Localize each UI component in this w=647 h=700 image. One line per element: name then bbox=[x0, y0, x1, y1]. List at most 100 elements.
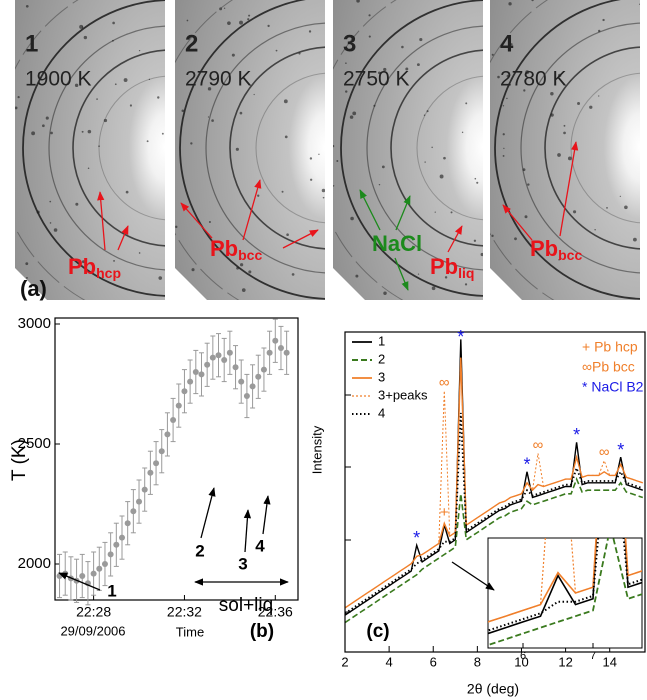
speckle bbox=[506, 97, 508, 100]
inset-x-tick-label: 6 bbox=[520, 650, 526, 662]
data-point bbox=[181, 388, 188, 395]
speckle bbox=[157, 96, 160, 99]
speckle bbox=[308, 30, 312, 33]
peak-marker: * bbox=[617, 440, 624, 460]
image-number: 4 bbox=[500, 30, 514, 57]
diffraction-ring bbox=[255, 72, 325, 224]
speckle bbox=[476, 181, 479, 184]
panel-label: (c) bbox=[366, 621, 389, 642]
speckle bbox=[383, 67, 387, 72]
speckle bbox=[239, 263, 244, 267]
speckle bbox=[74, 83, 79, 88]
speckle bbox=[431, 146, 433, 149]
speckle bbox=[527, 183, 530, 186]
peak-marker: ∞ bbox=[533, 436, 544, 453]
speckle bbox=[524, 215, 528, 219]
series-line bbox=[345, 339, 644, 616]
speckle bbox=[548, 251, 551, 254]
speckle bbox=[426, 110, 429, 113]
x-tick-label: 22:32 bbox=[167, 604, 202, 620]
image-temperature: 2780 K bbox=[500, 68, 567, 91]
speckle bbox=[550, 91, 554, 96]
data-point bbox=[255, 373, 262, 380]
data-point bbox=[260, 366, 267, 373]
data-point bbox=[96, 565, 103, 572]
image-background bbox=[175, 0, 325, 300]
data-point bbox=[113, 541, 120, 548]
speckle bbox=[491, 53, 494, 56]
speckle bbox=[417, 273, 420, 275]
speckle bbox=[368, 14, 371, 17]
data-point bbox=[118, 534, 125, 541]
legend-label: 3 bbox=[378, 369, 385, 384]
speckle bbox=[50, 131, 53, 135]
speckle bbox=[283, 99, 288, 104]
speckle bbox=[253, 93, 255, 96]
data-point bbox=[209, 354, 216, 361]
speckle bbox=[129, 104, 133, 107]
speckle bbox=[81, 130, 84, 133]
phase-subscript: bcc bbox=[238, 247, 262, 263]
plot-frame bbox=[344, 331, 646, 653]
plot-frame bbox=[54, 317, 299, 601]
speckle bbox=[381, 165, 385, 169]
peak-marker: ∞ bbox=[439, 374, 450, 391]
annotation-arrow bbox=[58, 572, 101, 591]
speckle bbox=[619, 195, 621, 197]
y-axis-label: Intensity bbox=[309, 425, 324, 474]
data-point bbox=[249, 383, 256, 390]
data-point bbox=[204, 361, 211, 368]
data-point bbox=[170, 417, 177, 423]
x-tick-label: 10 bbox=[514, 654, 528, 669]
speckle bbox=[383, 291, 387, 295]
x-tick-label: 4 bbox=[386, 654, 393, 669]
speckle bbox=[248, 270, 252, 274]
speckle bbox=[506, 74, 510, 78]
pointer-arrow bbox=[447, 225, 463, 253]
annotation: 3 bbox=[238, 554, 247, 573]
speckle bbox=[419, 37, 423, 42]
speckle bbox=[589, 105, 593, 109]
pointer-arrow bbox=[97, 191, 106, 251]
peak-marker: * bbox=[413, 528, 420, 548]
speckle bbox=[333, 144, 335, 148]
speckle bbox=[241, 288, 246, 292]
image-background bbox=[15, 0, 165, 300]
annotation: 4 bbox=[255, 536, 265, 555]
data-point bbox=[107, 551, 114, 558]
data-point bbox=[226, 349, 233, 356]
speckle bbox=[239, 20, 244, 25]
speckle bbox=[431, 286, 436, 291]
speckle bbox=[82, 260, 85, 264]
diffraction-ring bbox=[366, 25, 483, 271]
x-tick-label: 22:36 bbox=[258, 604, 293, 620]
diffraction-ring bbox=[416, 75, 483, 221]
speckle bbox=[491, 234, 494, 238]
speckle bbox=[42, 124, 45, 128]
speckle bbox=[558, 258, 560, 261]
speckle bbox=[175, 225, 178, 229]
data-point bbox=[272, 337, 279, 344]
speckle bbox=[355, 274, 359, 278]
speckle bbox=[567, 156, 572, 161]
speckle bbox=[207, 116, 210, 118]
speckle bbox=[563, 124, 566, 127]
data-point bbox=[192, 369, 199, 375]
speckle bbox=[632, 237, 637, 242]
speckle bbox=[473, 239, 477, 242]
speckle bbox=[423, 114, 426, 116]
peak-marker: * bbox=[457, 327, 464, 347]
x-axis-label: 2θ (deg) bbox=[467, 681, 519, 697]
speckle bbox=[113, 259, 115, 262]
speckle bbox=[138, 49, 141, 52]
speckle bbox=[161, 132, 164, 135]
diffraction-image bbox=[490, 0, 640, 300]
speckle bbox=[502, 133, 505, 136]
image-background bbox=[490, 0, 640, 300]
x-tick-label: 2 bbox=[341, 654, 348, 669]
speckle bbox=[267, 24, 270, 28]
series-line bbox=[345, 357, 643, 609]
data-point bbox=[158, 448, 165, 455]
phase-subscript: liq bbox=[458, 265, 474, 281]
speckle bbox=[186, 19, 189, 22]
